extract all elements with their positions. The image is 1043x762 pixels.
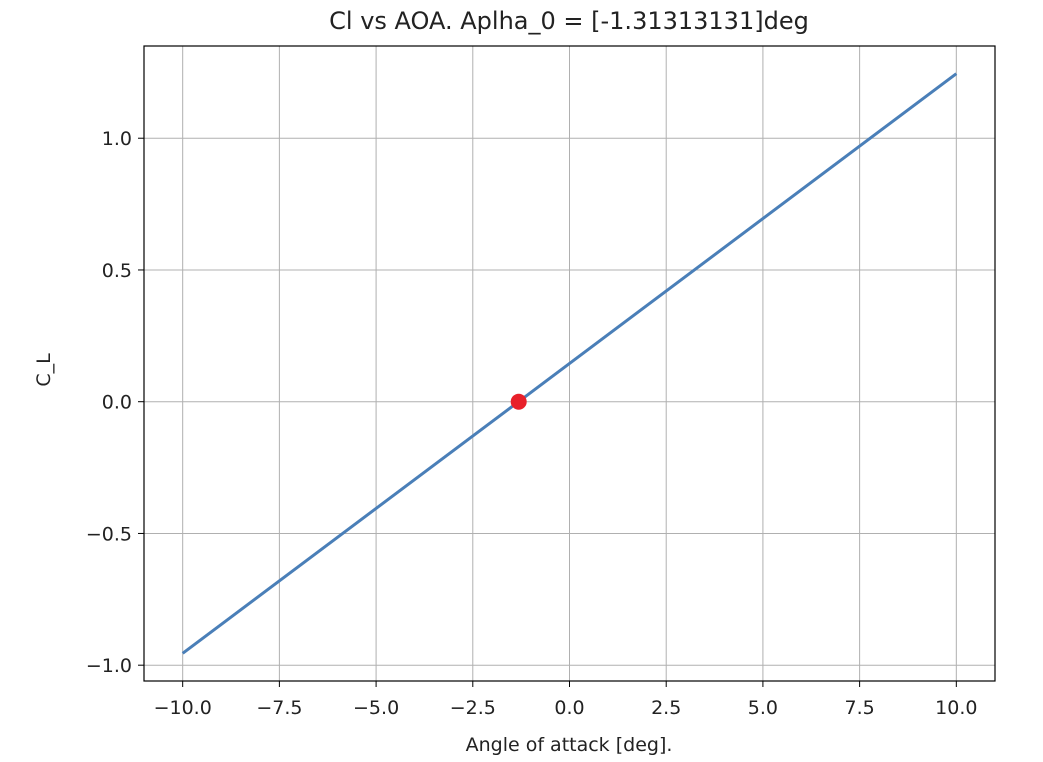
y-axis-ticks: −1.0 −0.5 0.0 0.5 1.0 bbox=[86, 128, 144, 677]
x-tick-label: 7.5 bbox=[845, 697, 875, 719]
y-tick-label: −0.5 bbox=[86, 523, 132, 545]
cl-line-series bbox=[181, 72, 958, 655]
x-axis-ticks: −10.0 −7.5 −5.0 −2.5 0.0 2.5 5.0 7.5 10.0 bbox=[154, 681, 977, 719]
chart-title: Cl vs AOA. Aplha_0 = [-1.31313131]deg bbox=[329, 7, 809, 35]
alpha-zero-point bbox=[510, 393, 527, 410]
x-tick-label: −10.0 bbox=[154, 697, 212, 719]
series-layer bbox=[181, 72, 958, 655]
y-tick-label: 1.0 bbox=[102, 128, 132, 150]
x-tick-label: 0.0 bbox=[554, 697, 584, 719]
y-tick-label: 0.5 bbox=[102, 260, 132, 282]
x-tick-label: 2.5 bbox=[651, 697, 681, 719]
y-tick-label: −1.0 bbox=[86, 655, 132, 677]
x-tick-label: 10.0 bbox=[935, 697, 977, 719]
x-axis-label: Angle of attack [deg]. bbox=[466, 734, 673, 756]
y-axis-label: C_L bbox=[33, 353, 55, 387]
x-tick-label: −7.5 bbox=[256, 697, 302, 719]
x-tick-label: −2.5 bbox=[450, 697, 496, 719]
y-tick-label: 0.0 bbox=[102, 392, 132, 414]
x-tick-label: −5.0 bbox=[353, 697, 399, 719]
x-tick-label: 5.0 bbox=[748, 697, 778, 719]
